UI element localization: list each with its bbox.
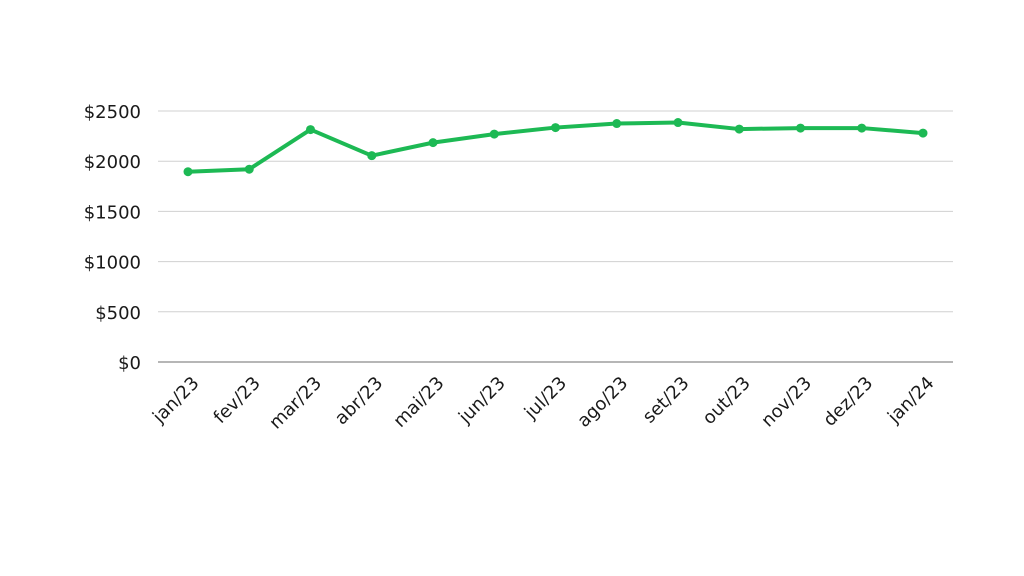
y-axis-ticks: $0 $500 $1000 $1500 $2000 $2500 (84, 102, 141, 374)
x-tick-label: fev/23 (210, 373, 265, 428)
x-tick-label: jul/23 (520, 373, 571, 424)
x-tick-label: mai/23 (389, 373, 448, 432)
data-point (918, 128, 928, 138)
data-point (428, 138, 438, 148)
data-point (612, 119, 622, 129)
data-point (796, 123, 805, 133)
x-tick-label: out/23 (699, 373, 755, 429)
data-point (367, 151, 377, 161)
y-tick-label: $2500 (84, 102, 141, 123)
series-layer (183, 118, 928, 177)
y-tick-label: $1500 (84, 202, 141, 223)
y-tick-label: $2000 (84, 152, 141, 173)
x-tick-label: set/23 (639, 373, 694, 428)
data-point (306, 125, 315, 135)
y-tick-label: $500 (95, 303, 141, 324)
data-point (551, 123, 560, 133)
x-tick-label: jan/23 (148, 373, 203, 428)
data-point (489, 129, 499, 139)
x-tick-label: jan/24 (883, 373, 938, 428)
data-point (857, 123, 867, 133)
data-point (673, 118, 683, 128)
x-tick-label: dez/23 (819, 373, 877, 431)
data-point (183, 167, 193, 177)
x-tick-label: ago/23 (573, 373, 632, 432)
data-point (244, 164, 254, 174)
x-tick-label: abr/23 (331, 373, 387, 429)
y-tick-label: $1000 (84, 253, 141, 274)
data-point (734, 124, 744, 134)
x-tick-label: nov/23 (757, 373, 816, 432)
x-axis-ticks: jan/23 fev/23 mar/23 abr/23 mai/23 jun/23 jul/… (148, 373, 938, 434)
x-tick-label: jun/23 (454, 373, 510, 429)
grid-layer (158, 110, 953, 363)
y-tick-label: $0 (118, 353, 141, 374)
x-tick-label: mar/23 (265, 373, 326, 434)
